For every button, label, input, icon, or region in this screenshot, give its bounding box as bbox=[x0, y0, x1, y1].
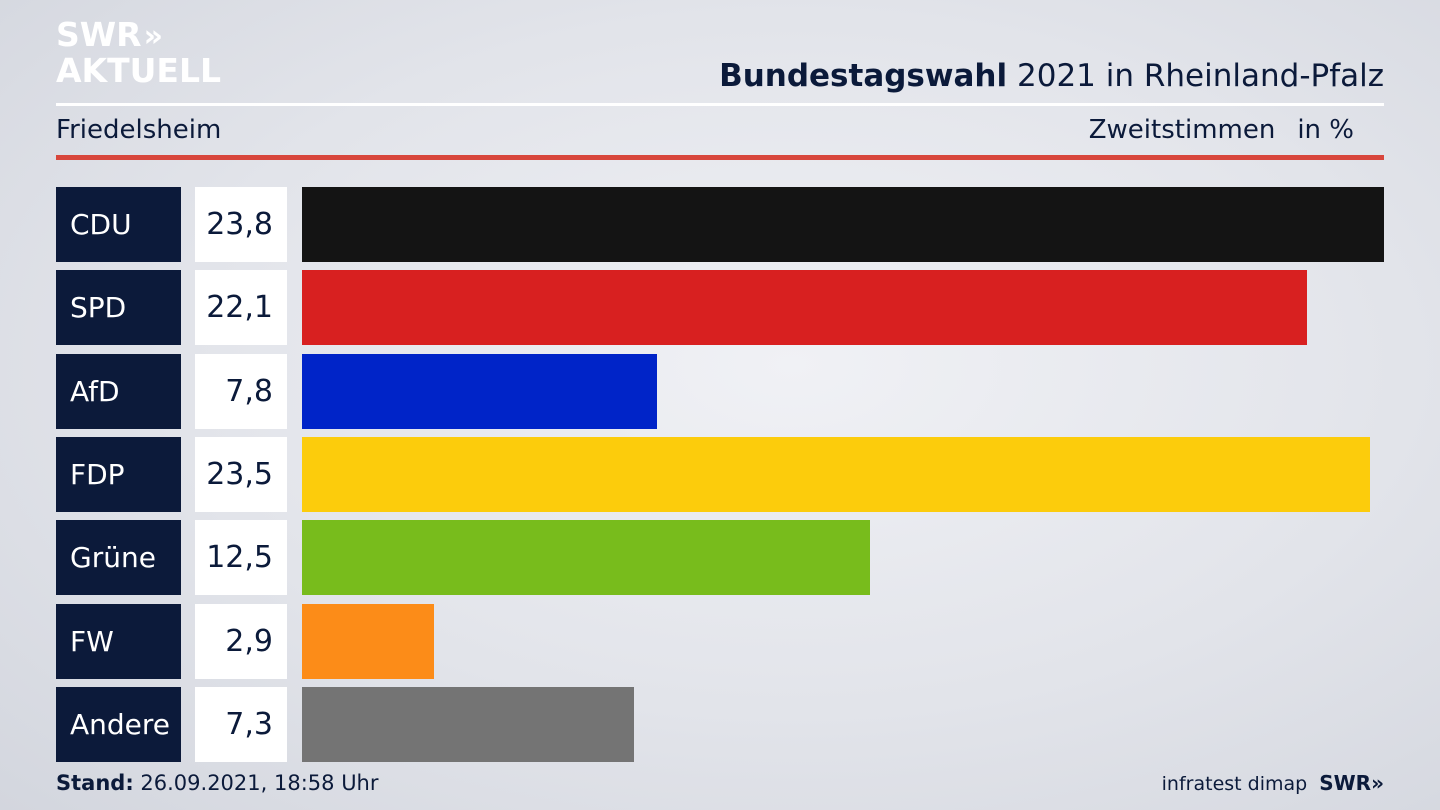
measure-label: Zweitstimmen in % bbox=[1089, 115, 1354, 145]
measure-name: Zweitstimmen bbox=[1088, 115, 1276, 145]
timestamp: Stand: 26.09.2021, 18:58 Uhr bbox=[56, 771, 379, 795]
source-credit: infratest dimap SWR» bbox=[1162, 771, 1384, 795]
value-label: 22,1 bbox=[195, 270, 287, 346]
party-label: Andere bbox=[56, 686, 181, 762]
bar bbox=[302, 353, 657, 429]
bar bbox=[302, 520, 871, 596]
bar-row: AfD 7,8 bbox=[56, 353, 1384, 429]
party-label: Grüne bbox=[56, 520, 181, 596]
title-rest: 2021 in Rheinland-Pfalz bbox=[1017, 58, 1384, 94]
bar-row: SPD 22,1 bbox=[56, 270, 1384, 346]
stand-label: Stand: bbox=[56, 771, 134, 795]
value-label: 23,5 bbox=[195, 436, 287, 512]
value-label: 7,8 bbox=[195, 353, 287, 429]
accent-divider bbox=[56, 155, 1384, 160]
bar-row: CDU 23,8 bbox=[56, 187, 1384, 262]
logo-line2: AKTUELL bbox=[56, 51, 222, 90]
swr-aktuell-logo: SWR» AKTUELL bbox=[56, 18, 221, 88]
unit-label: in % bbox=[1297, 115, 1354, 145]
bar bbox=[302, 436, 1371, 512]
bar bbox=[302, 686, 634, 762]
stand-value: 26.09.2021, 18:58 Uhr bbox=[140, 771, 379, 795]
header-divider bbox=[56, 103, 1384, 106]
value-label: 7,3 bbox=[195, 686, 287, 762]
source-label: infratest dimap bbox=[1161, 773, 1308, 795]
value-label: 2,9 bbox=[195, 603, 287, 679]
party-label: CDU bbox=[56, 187, 181, 262]
party-label: FDP bbox=[56, 436, 181, 512]
title-bold: Bundestagswahl bbox=[719, 58, 1008, 94]
bar bbox=[302, 603, 434, 679]
bar bbox=[302, 187, 1384, 262]
party-label: FW bbox=[56, 603, 181, 679]
party-label: SPD bbox=[56, 270, 181, 346]
value-label: 23,8 bbox=[195, 187, 287, 262]
region-name: Friedelsheim bbox=[56, 115, 222, 145]
chart-title: Bundestagswahl 2021 in Rheinland-Pfalz bbox=[719, 58, 1384, 94]
swr-brand-logo: SWR» bbox=[1319, 771, 1384, 795]
logo-line1: SWR bbox=[56, 15, 142, 54]
logo-chevrons-icon: » bbox=[143, 19, 164, 54]
bar-row: FW 2,9 bbox=[56, 603, 1384, 679]
value-label: 12,5 bbox=[195, 520, 287, 596]
bar-row: Grüne 12,5 bbox=[56, 520, 1384, 596]
party-label: AfD bbox=[56, 353, 181, 429]
bar-row: Andere 7,3 bbox=[56, 686, 1384, 762]
bar bbox=[302, 270, 1307, 346]
bar-row: FDP 23,5 bbox=[56, 436, 1384, 512]
